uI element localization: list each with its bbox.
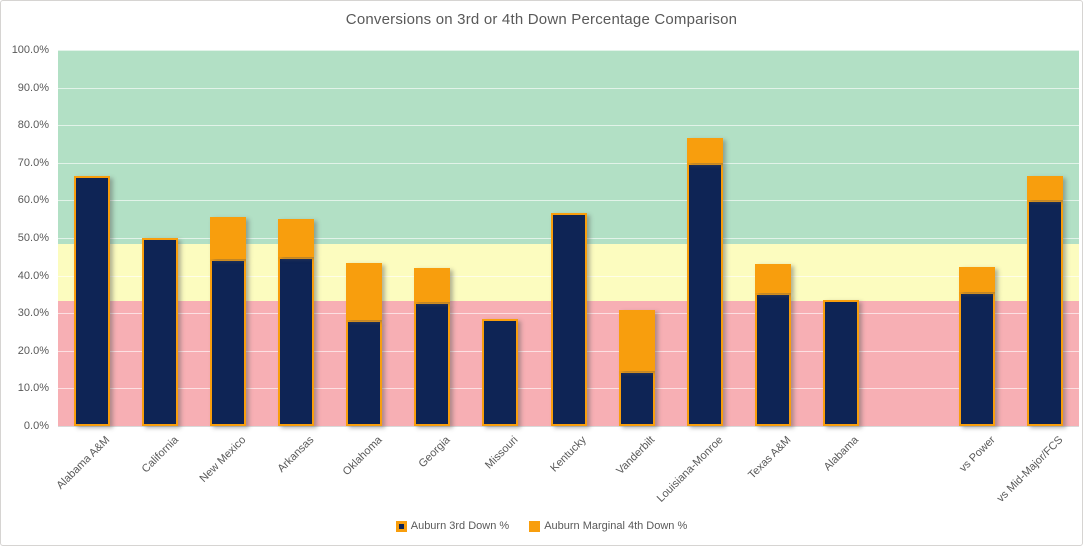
legend-marker-3rd-down-icon bbox=[395, 520, 407, 532]
y-tick-label: 10.0% bbox=[17, 382, 49, 395]
x-tick-label: Texas A&M bbox=[745, 434, 794, 482]
x-tick-label: New Mexico bbox=[197, 434, 249, 485]
x-tick-label: Georgia bbox=[416, 434, 453, 471]
bar-segment-4th-down bbox=[958, 266, 995, 293]
x-tick-label: Missouri bbox=[483, 434, 521, 472]
x-tick-label: Arkansas bbox=[275, 434, 317, 475]
bar-vs Mid-Major/FCS bbox=[1026, 50, 1063, 426]
bar-segment-4th-down bbox=[618, 309, 655, 371]
bar-segment-3rd-down bbox=[618, 370, 655, 426]
x-tick-label: Kentucky bbox=[548, 434, 589, 475]
x-axis: Alabama A&M California New Mexico Arkansas O… bbox=[54, 426, 1079, 521]
bar-vs Power bbox=[958, 50, 995, 426]
x-tick-label: Alabama A&M bbox=[54, 434, 113, 492]
gridline-60 bbox=[58, 200, 1079, 202]
bar-segment-4th-down bbox=[414, 268, 451, 302]
bar-segment-3rd-down bbox=[550, 213, 587, 426]
x-axis-line bbox=[58, 426, 1079, 427]
legend-label-4th-down: Auburn Marginal 4th Down % bbox=[544, 520, 688, 532]
x-tick-label: California bbox=[139, 434, 181, 476]
band-green-zone bbox=[58, 50, 1079, 244]
bar-segment-3rd-down bbox=[142, 238, 179, 426]
bar-Louisiana-Monroe bbox=[686, 50, 723, 426]
y-tick-label: 70.0% bbox=[17, 156, 49, 169]
bar-segment-3rd-down bbox=[1026, 200, 1063, 426]
x-tick-label: Vanderbilt bbox=[614, 434, 658, 477]
legend-marker-4th-down-icon bbox=[529, 520, 541, 532]
bar-Kentucky bbox=[550, 50, 587, 426]
bar-Oklahoma bbox=[346, 50, 383, 426]
bar-segment-4th-down bbox=[278, 218, 315, 257]
y-tick-label: 0.0% bbox=[23, 420, 49, 432]
bar-segment-4th-down bbox=[210, 216, 247, 260]
bar-segment-3rd-down bbox=[346, 319, 383, 426]
bar-Alabama A&M bbox=[74, 50, 111, 426]
legend: Auburn 3rd Down % Auburn Marginal 4th Do… bbox=[1, 520, 1082, 532]
bar-Missouri bbox=[482, 50, 519, 426]
y-tick-label: 60.0% bbox=[17, 194, 49, 207]
bar-segment-3rd-down bbox=[210, 259, 247, 426]
bar-Texas A&M bbox=[754, 50, 791, 426]
gridline-80 bbox=[58, 125, 1079, 127]
legend-label-3rd-down: Auburn 3rd Down % bbox=[410, 520, 510, 532]
legend-item-3rd-down: Auburn 3rd Down % bbox=[395, 520, 510, 532]
bar-segment-3rd-down bbox=[414, 301, 451, 426]
y-tick-label: 80.0% bbox=[17, 119, 49, 132]
legend-item-4th-down: Auburn Marginal 4th Down % bbox=[529, 520, 687, 532]
y-tick-label: 90.0% bbox=[17, 81, 49, 94]
y-tick-label: 50.0% bbox=[17, 232, 49, 244]
bar-segment-4th-down bbox=[1026, 175, 1063, 201]
bar-segment-3rd-down bbox=[74, 176, 111, 426]
bar-segment-3rd-down bbox=[686, 162, 723, 426]
x-tick-label: vs Power bbox=[956, 434, 998, 475]
bar-New Mexico bbox=[210, 50, 247, 426]
x-tick-label: Louisiana-Monroe bbox=[654, 434, 726, 505]
bar-segment-3rd-down bbox=[822, 300, 859, 426]
y-tick-label: 100.0% bbox=[11, 44, 49, 56]
bar-segment-3rd-down bbox=[754, 292, 791, 426]
x-tick-label: Oklahoma bbox=[340, 434, 385, 478]
bar-segment-4th-down bbox=[346, 262, 383, 320]
bar-Alabama bbox=[822, 50, 859, 426]
bar-Arkansas bbox=[278, 50, 315, 426]
bar-Georgia bbox=[414, 50, 451, 426]
y-tick-label: 20.0% bbox=[17, 344, 49, 357]
y-axis: 0.0% 10.0% 20.0% 30.0% 40.0% 50.0% 60.0% 70.0% 8… bbox=[1, 44, 53, 432]
bar-segment-4th-down bbox=[754, 263, 791, 293]
bar-Vanderbilt bbox=[618, 50, 655, 426]
bar-segment-3rd-down bbox=[958, 292, 995, 426]
bar-segment-3rd-down bbox=[482, 318, 519, 426]
y-tick-label: 30.0% bbox=[17, 307, 49, 320]
gridline-90 bbox=[58, 87, 1079, 89]
gridline-100 bbox=[58, 50, 1079, 51]
gridline-70 bbox=[58, 162, 1079, 164]
bar-California bbox=[142, 50, 179, 426]
chart-title: Conversions on 3rd or 4th Down Percentag… bbox=[345, 11, 738, 28]
y-tick-label: 40.0% bbox=[17, 269, 49, 282]
bar-segment-3rd-down bbox=[278, 256, 315, 426]
x-tick-label: vs Mid-Major/FCS bbox=[994, 434, 1066, 505]
bar-segment-4th-down bbox=[686, 137, 723, 163]
plot-area bbox=[58, 50, 1079, 427]
x-tick-label: Alabama bbox=[822, 434, 862, 474]
